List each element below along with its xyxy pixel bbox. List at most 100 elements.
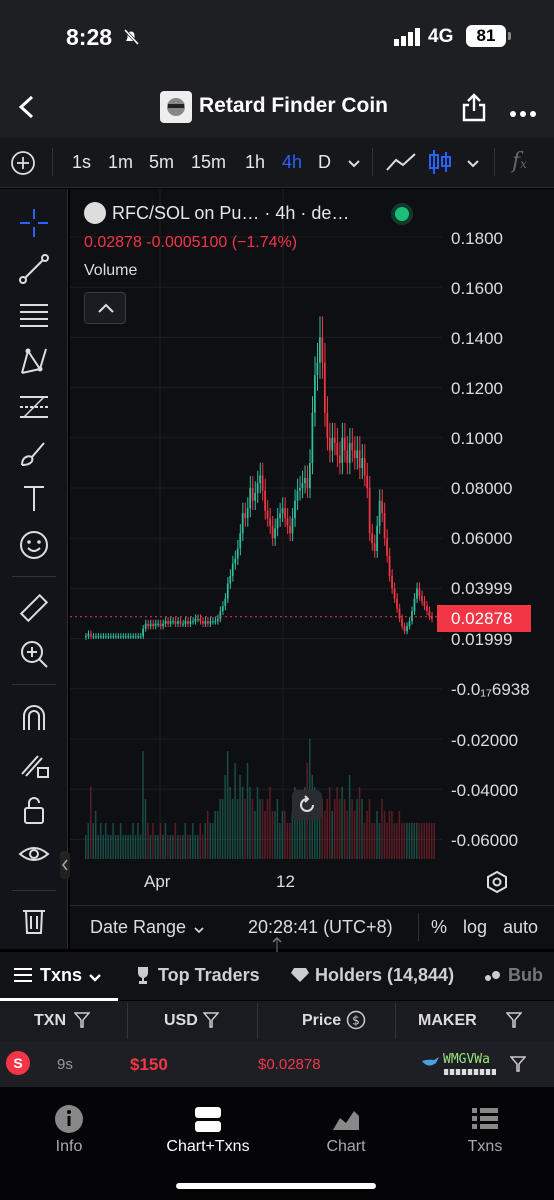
nav-txns[interactable]: Txns [467, 1138, 503, 1155]
volume-bar [353, 811, 356, 859]
table-row[interactable] [0, 1041, 554, 1087]
more-options-icon[interactable] [510, 104, 536, 122]
timeframe-5m[interactable]: 5m [149, 152, 175, 172]
chevron-down-icon[interactable] [347, 156, 361, 174]
pattern-icon[interactable] [14, 343, 54, 379]
chevron-down-icon[interactable] [193, 922, 205, 940]
candle [219, 611, 222, 619]
volume-bar [316, 799, 318, 859]
zoom-in-icon[interactable] [14, 636, 54, 672]
candle [274, 528, 276, 539]
volume-bar [201, 835, 204, 859]
chart-txns-icon[interactable] [192, 1104, 224, 1134]
timeframe-1s[interactable]: 1s [72, 152, 92, 172]
battery-indicator: 81 [466, 25, 506, 47]
timeframe-1h[interactable]: 1h [245, 152, 266, 172]
ruler-icon[interactable] [14, 590, 54, 626]
chart-icon[interactable] [330, 1104, 362, 1134]
col-price: Price [302, 1012, 342, 1029]
horizontal-lines-icon[interactable] [14, 297, 54, 333]
candle [318, 337, 321, 363]
info-icon[interactable] [53, 1104, 85, 1134]
candle [147, 623, 149, 627]
candle [331, 437, 334, 451]
collapse-legend-button[interactable] [84, 292, 126, 324]
add-indicator-icon[interactable] [10, 150, 36, 181]
tab-holders[interactable]: Holders (14,844) [315, 965, 455, 985]
date-range-button[interactable]: Date Range [90, 917, 187, 937]
filter-icon[interactable] [505, 1012, 523, 1033]
volume-bar [431, 823, 433, 859]
settings-hex-icon[interactable] [485, 870, 509, 899]
candle [266, 510, 269, 519]
magnet-icon[interactable] [14, 700, 54, 736]
chevron-down-icon[interactable] [466, 156, 480, 174]
timeframe-15m[interactable]: 15m [191, 152, 227, 172]
unlock-icon[interactable] [14, 792, 54, 828]
candle [137, 636, 140, 638]
filter-icon[interactable] [202, 1012, 220, 1033]
volume-bar [381, 799, 383, 859]
volume-bar [206, 811, 209, 859]
timeframe-d[interactable]: D [318, 152, 331, 172]
share-icon[interactable] [461, 92, 487, 127]
txns-list-icon[interactable] [469, 1104, 501, 1134]
volume-bar [169, 835, 172, 859]
volume-bar [204, 823, 206, 859]
collapse-sidebar-button[interactable] [60, 851, 70, 879]
trend-line-icon[interactable] [14, 251, 54, 287]
chart-toolbar [0, 138, 554, 188]
timeframe-1m[interactable]: 1m [108, 152, 134, 172]
maker-address[interactable]: WMGVWa [443, 1052, 490, 1067]
home-indicator [176, 1183, 376, 1189]
candle [351, 442, 354, 451]
tab-txns[interactable]: Txns [40, 965, 83, 985]
coin-logo-icon [160, 91, 192, 123]
filter-icon[interactable] [73, 1012, 91, 1033]
lock-drawing-icon[interactable] [14, 746, 54, 782]
text-tool-icon[interactable] [14, 481, 54, 517]
currency-toggle-icon[interactable]: $ [346, 1010, 366, 1035]
candle [413, 598, 416, 612]
candle [231, 563, 234, 576]
candle [142, 628, 144, 637]
brush-icon[interactable] [14, 435, 54, 471]
log-toggle[interactable]: log [463, 917, 488, 937]
function-icon[interactable]: fx [512, 149, 527, 174]
candle [87, 633, 90, 637]
volume-bar [124, 835, 127, 859]
filter-icon[interactable] [509, 1056, 527, 1077]
candle [256, 483, 259, 494]
col-separator [127, 1003, 128, 1039]
reset-chart-button[interactable] [292, 790, 322, 820]
volume-bar [393, 823, 396, 859]
tab-top-traders[interactable]: Top Traders [158, 965, 260, 985]
chart-area[interactable] [70, 189, 554, 949]
nav-chart-txns[interactable]: Chart+Txns [166, 1138, 250, 1155]
volume-bar [259, 799, 261, 859]
eye-icon[interactable] [14, 838, 54, 874]
percent-toggle[interactable]: % [431, 917, 448, 937]
trash-icon[interactable] [14, 902, 54, 938]
emoji-icon[interactable] [14, 527, 54, 563]
timeframe-4h[interactable]: 4h [282, 152, 303, 172]
candle [162, 623, 164, 627]
fib-retracement-icon[interactable] [14, 389, 54, 425]
chevron-down-icon[interactable] [88, 970, 102, 988]
volume-bar [236, 799, 239, 859]
nav-info[interactable]: Info [55, 1138, 83, 1155]
nav-chart[interactable]: Chart [326, 1138, 366, 1155]
volume-bar [343, 799, 346, 859]
volume-bar [284, 811, 286, 859]
candles-icon[interactable] [428, 148, 452, 181]
auto-toggle[interactable]: auto [503, 917, 539, 937]
candle [194, 618, 197, 622]
line-chart-icon[interactable] [385, 150, 417, 179]
crosshair-icon[interactable] [14, 205, 54, 241]
txn-age: 9s [57, 1056, 73, 1073]
candle [236, 548, 239, 559]
sidebar-separator [12, 890, 56, 891]
tab-bubblemap[interactable]: Bub [508, 965, 543, 985]
back-arrow-icon[interactable] [14, 94, 38, 125]
volume-bar [299, 811, 301, 859]
